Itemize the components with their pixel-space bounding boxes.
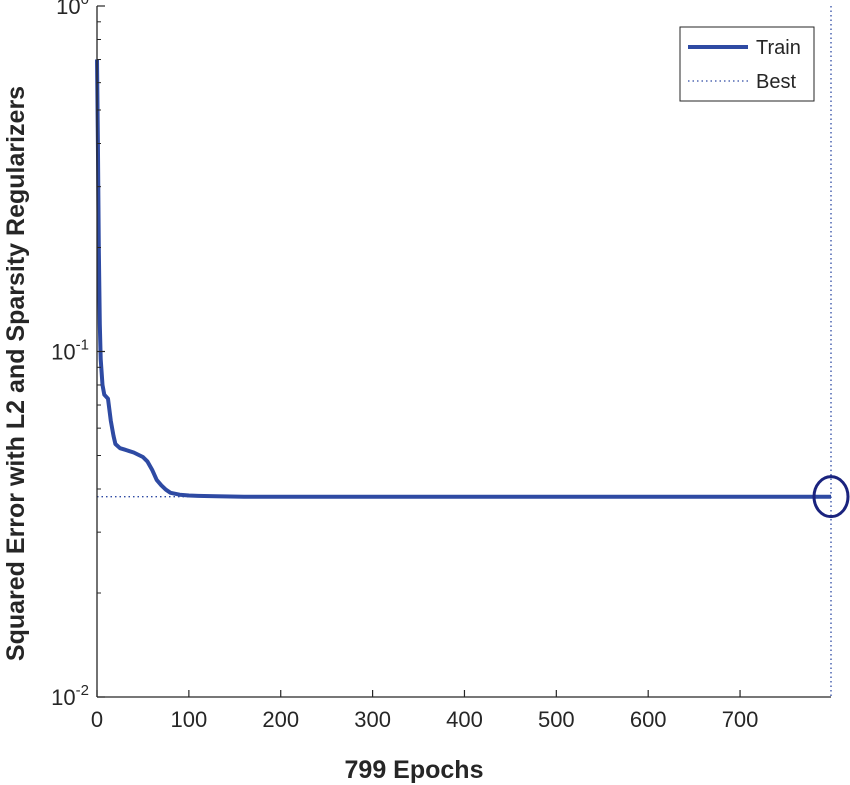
x-tick-label: 200 bbox=[262, 707, 299, 732]
legend-best-label: Best bbox=[756, 71, 796, 93]
x-tick-label: 600 bbox=[630, 707, 667, 732]
best-marker bbox=[812, 475, 850, 519]
x-tick-label: 300 bbox=[354, 707, 391, 732]
x-tick-label: 400 bbox=[446, 707, 483, 732]
plot-area bbox=[97, 6, 831, 697]
x-tick-label: 700 bbox=[722, 707, 759, 732]
axes: 0 100 200 300 400 500 600 700 100 10-1 10-2 bbox=[51, 0, 831, 732]
plot-background bbox=[97, 6, 831, 697]
x-tick-label: 0 bbox=[91, 707, 103, 732]
y-tick-label: 10-1 bbox=[51, 337, 89, 365]
y-axis-title: Squared Error with L2 and Sparsity Regul… bbox=[2, 86, 30, 661]
series-layer bbox=[95, 6, 850, 697]
legend-box bbox=[679, 26, 815, 102]
x-tick-label: 500 bbox=[538, 707, 575, 732]
y-tick-label: 10-2 bbox=[51, 682, 89, 710]
x-axis-title: 799 Epochs bbox=[345, 756, 484, 784]
legend-train-label: Train bbox=[756, 37, 801, 59]
legend: Train Best bbox=[679, 26, 815, 102]
x-tick-label: 100 bbox=[171, 707, 208, 732]
y-tick-label: 100 bbox=[56, 0, 89, 19]
train-line bbox=[95, 59, 831, 499]
